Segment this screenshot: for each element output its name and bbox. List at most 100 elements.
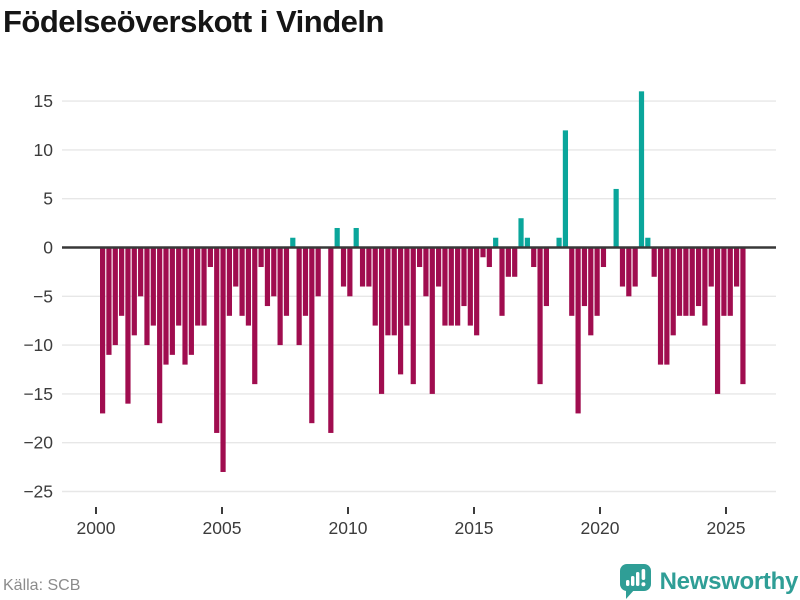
bar — [600, 247, 607, 268]
x-axis-tick-label: 2025 — [707, 518, 746, 538]
bar — [138, 247, 144, 297]
bar — [594, 247, 600, 316]
bar — [524, 237, 530, 248]
bar — [531, 247, 537, 268]
bar — [378, 247, 385, 394]
y-axis-tick-label: 5 — [43, 189, 53, 209]
bar — [176, 247, 182, 326]
bar — [245, 247, 252, 326]
bar — [340, 247, 347, 287]
bar — [474, 247, 480, 336]
bar — [347, 247, 353, 297]
bar — [436, 247, 442, 287]
bar — [302, 247, 309, 316]
bar — [207, 247, 213, 268]
bar — [119, 247, 125, 316]
bar — [626, 247, 632, 297]
bar — [271, 247, 277, 297]
bar — [714, 247, 721, 394]
bar — [683, 247, 689, 316]
bar — [125, 247, 131, 404]
newsworthy-brand: Newsworthy — [619, 563, 798, 600]
newsworthy-logo-icon — [619, 564, 651, 599]
bar — [163, 247, 169, 365]
bar — [562, 130, 569, 248]
bar — [613, 188, 619, 248]
bar — [537, 247, 543, 385]
bar — [144, 247, 150, 346]
bar — [182, 247, 188, 365]
bar — [740, 247, 746, 385]
bar — [423, 247, 429, 297]
newsworthy-wordmark: Newsworthy — [659, 567, 799, 595]
bar — [385, 247, 391, 336]
bar — [315, 247, 321, 297]
y-axis-tick-label: −20 — [23, 433, 53, 453]
bar — [632, 247, 638, 287]
source-label: Källa: SCB — [3, 577, 81, 594]
bar — [442, 247, 448, 326]
x-axis-tick-label: 2015 — [455, 518, 494, 538]
bar — [664, 247, 670, 365]
bar — [569, 247, 575, 316]
bar — [505, 247, 511, 277]
y-axis-tick-label: −5 — [33, 286, 53, 306]
bar — [106, 247, 112, 355]
bar — [493, 237, 499, 248]
x-axis-tick-label: 2000 — [77, 518, 116, 538]
bar — [220, 247, 226, 472]
bar — [296, 247, 302, 346]
bar — [518, 218, 524, 248]
bar — [290, 237, 296, 248]
bar — [334, 227, 340, 248]
bar — [417, 247, 423, 268]
bar — [429, 247, 435, 394]
bar — [727, 247, 733, 316]
bar — [366, 247, 372, 287]
bar — [543, 247, 549, 307]
bar — [695, 247, 702, 307]
bar — [391, 247, 397, 336]
bar — [188, 247, 194, 355]
bar — [353, 227, 359, 248]
y-axis-tick-label: −15 — [23, 384, 53, 404]
bar — [112, 247, 118, 346]
bar — [480, 247, 486, 258]
bar — [689, 247, 695, 316]
bar — [258, 247, 264, 268]
bar — [461, 247, 467, 307]
bar — [233, 247, 239, 287]
bar — [734, 247, 740, 287]
y-axis-tick-label: −10 — [23, 335, 53, 355]
bar — [556, 237, 562, 248]
bar — [499, 247, 505, 316]
bar — [372, 247, 378, 326]
bar — [410, 247, 416, 385]
bar — [708, 247, 714, 287]
x-axis-tick-label: 2010 — [329, 518, 368, 538]
y-axis-tick-label: 0 — [43, 238, 53, 258]
bar — [638, 91, 645, 248]
bar — [651, 247, 657, 277]
bar — [359, 247, 366, 287]
bar — [157, 247, 163, 424]
bar — [467, 247, 473, 326]
bar — [100, 247, 106, 414]
bar — [283, 247, 290, 316]
bar — [581, 247, 588, 307]
bar — [721, 247, 727, 316]
bar — [645, 237, 651, 248]
bar — [201, 247, 207, 326]
bar — [676, 247, 683, 316]
bar — [588, 247, 594, 336]
bar — [702, 247, 708, 326]
bar — [252, 247, 258, 385]
bar — [214, 247, 220, 433]
x-axis-tick-label: 2020 — [581, 518, 620, 538]
bar — [455, 247, 461, 326]
bar — [575, 247, 581, 414]
bar — [670, 247, 676, 336]
bar — [309, 247, 315, 424]
